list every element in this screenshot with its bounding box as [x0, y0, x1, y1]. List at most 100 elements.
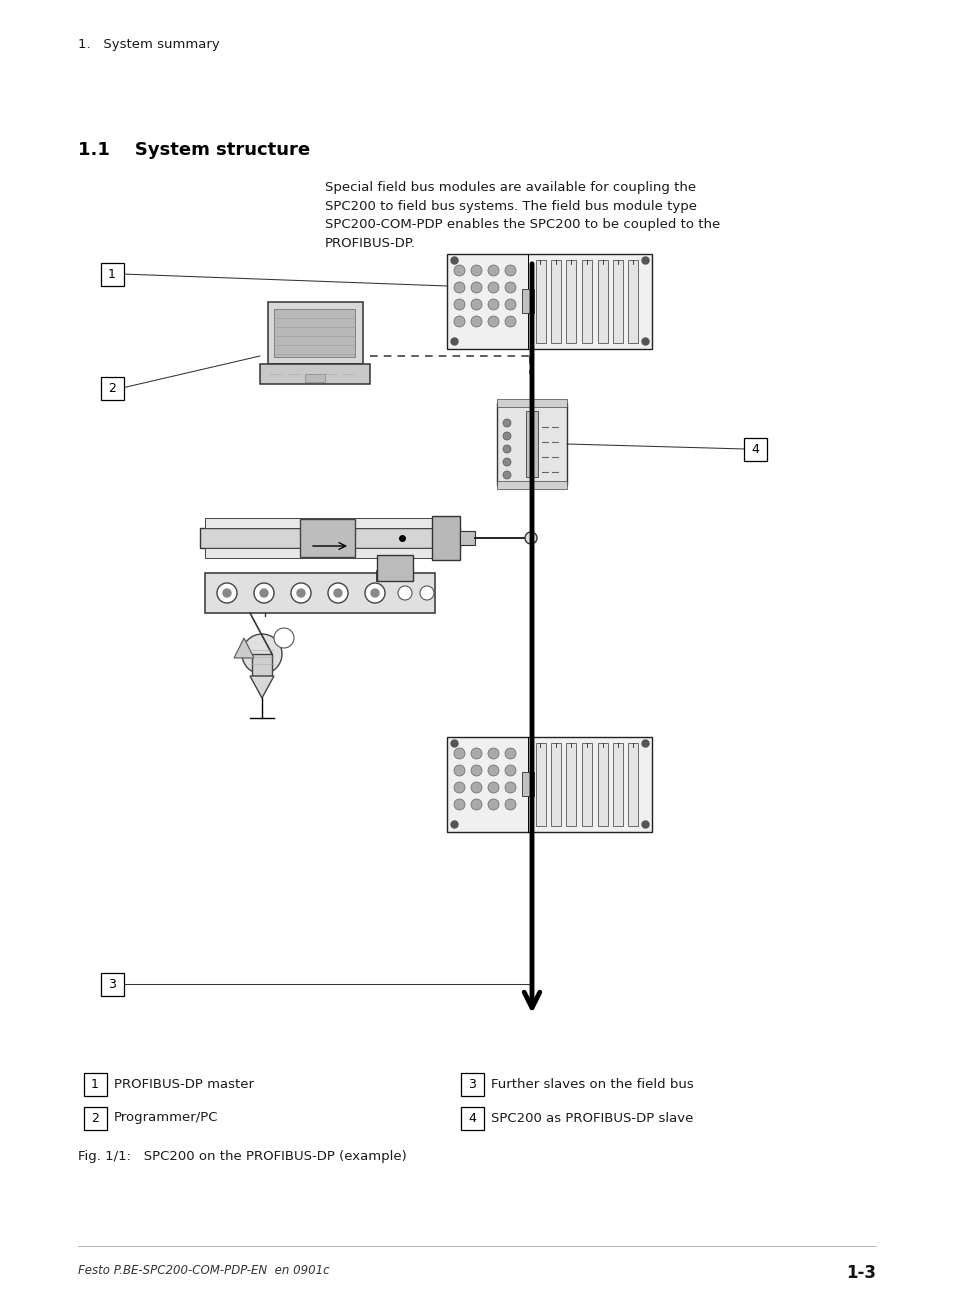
Circle shape: [488, 799, 498, 810]
FancyBboxPatch shape: [742, 438, 765, 461]
Circle shape: [451, 821, 457, 828]
Circle shape: [471, 765, 481, 776]
Circle shape: [502, 471, 511, 479]
Bar: [205, 573, 435, 613]
Bar: [305, 374, 325, 381]
Circle shape: [334, 589, 341, 597]
Bar: [432, 516, 459, 560]
Circle shape: [371, 589, 378, 597]
Circle shape: [502, 458, 511, 466]
Circle shape: [397, 586, 412, 599]
Bar: [566, 260, 576, 342]
Circle shape: [504, 316, 516, 326]
Circle shape: [471, 265, 481, 276]
Circle shape: [502, 445, 511, 453]
Bar: [260, 364, 370, 384]
Bar: [566, 743, 576, 825]
Circle shape: [328, 582, 348, 603]
Bar: [613, 743, 622, 825]
Circle shape: [471, 316, 481, 326]
Circle shape: [471, 799, 481, 810]
Circle shape: [471, 782, 481, 793]
Bar: [535, 743, 545, 825]
Circle shape: [488, 765, 498, 776]
Circle shape: [504, 748, 516, 759]
Circle shape: [451, 257, 457, 264]
Circle shape: [641, 821, 648, 828]
Polygon shape: [250, 677, 274, 697]
Bar: [551, 260, 560, 342]
Bar: [205, 518, 455, 528]
Circle shape: [524, 532, 537, 545]
Bar: [597, 260, 607, 342]
Bar: [376, 555, 413, 581]
Polygon shape: [233, 639, 253, 658]
Text: 4: 4: [468, 1111, 476, 1124]
Circle shape: [216, 582, 236, 603]
Circle shape: [365, 582, 385, 603]
Text: 1.1    System structure: 1.1 System structure: [78, 141, 310, 159]
Bar: [597, 743, 607, 825]
Circle shape: [223, 589, 231, 597]
FancyBboxPatch shape: [100, 263, 123, 286]
Circle shape: [488, 299, 498, 310]
Text: Programmer/PC: Programmer/PC: [113, 1111, 218, 1124]
Circle shape: [504, 765, 516, 776]
Bar: [581, 743, 592, 825]
FancyBboxPatch shape: [460, 1106, 483, 1130]
Circle shape: [488, 316, 498, 326]
FancyBboxPatch shape: [460, 1072, 483, 1096]
Circle shape: [454, 799, 464, 810]
Text: SPC200 as PROFIBUS-DP slave: SPC200 as PROFIBUS-DP slave: [491, 1111, 693, 1124]
Circle shape: [454, 316, 464, 326]
Circle shape: [454, 282, 464, 293]
Circle shape: [471, 299, 481, 310]
Circle shape: [291, 582, 311, 603]
Text: 3: 3: [468, 1077, 476, 1091]
Circle shape: [502, 419, 511, 427]
Circle shape: [454, 265, 464, 276]
FancyBboxPatch shape: [100, 973, 123, 995]
Bar: [200, 528, 459, 549]
Bar: [274, 310, 355, 357]
Text: Further slaves on the field bus: Further slaves on the field bus: [491, 1077, 693, 1091]
Circle shape: [253, 582, 274, 603]
Circle shape: [296, 589, 305, 597]
Circle shape: [451, 741, 457, 747]
Text: 1: 1: [108, 268, 116, 281]
Circle shape: [454, 748, 464, 759]
Bar: [205, 549, 455, 558]
Bar: [497, 404, 566, 485]
Circle shape: [641, 741, 648, 747]
Circle shape: [504, 782, 516, 793]
Circle shape: [504, 299, 516, 310]
Circle shape: [454, 782, 464, 793]
Circle shape: [260, 589, 268, 597]
Text: 4: 4: [750, 443, 759, 456]
Bar: [497, 400, 566, 407]
Circle shape: [451, 338, 457, 345]
Bar: [521, 289, 533, 313]
Bar: [299, 518, 355, 556]
Text: Festo P.BE-SPC200-COM-PDP-EN  en 0901c: Festo P.BE-SPC200-COM-PDP-EN en 0901c: [78, 1264, 330, 1277]
Circle shape: [504, 265, 516, 276]
Bar: [521, 772, 533, 795]
Circle shape: [641, 338, 648, 345]
Bar: [613, 260, 622, 342]
Bar: [581, 260, 592, 342]
Circle shape: [454, 765, 464, 776]
Text: 1.   System summary: 1. System summary: [78, 38, 219, 51]
Circle shape: [488, 282, 498, 293]
FancyBboxPatch shape: [84, 1106, 107, 1130]
Text: 2: 2: [108, 381, 116, 394]
Circle shape: [504, 282, 516, 293]
Circle shape: [488, 265, 498, 276]
Circle shape: [488, 782, 498, 793]
Circle shape: [504, 799, 516, 810]
Bar: [628, 743, 638, 825]
Bar: [628, 260, 638, 342]
Circle shape: [488, 748, 498, 759]
Text: 3: 3: [108, 977, 116, 990]
Circle shape: [242, 633, 282, 674]
Circle shape: [471, 748, 481, 759]
